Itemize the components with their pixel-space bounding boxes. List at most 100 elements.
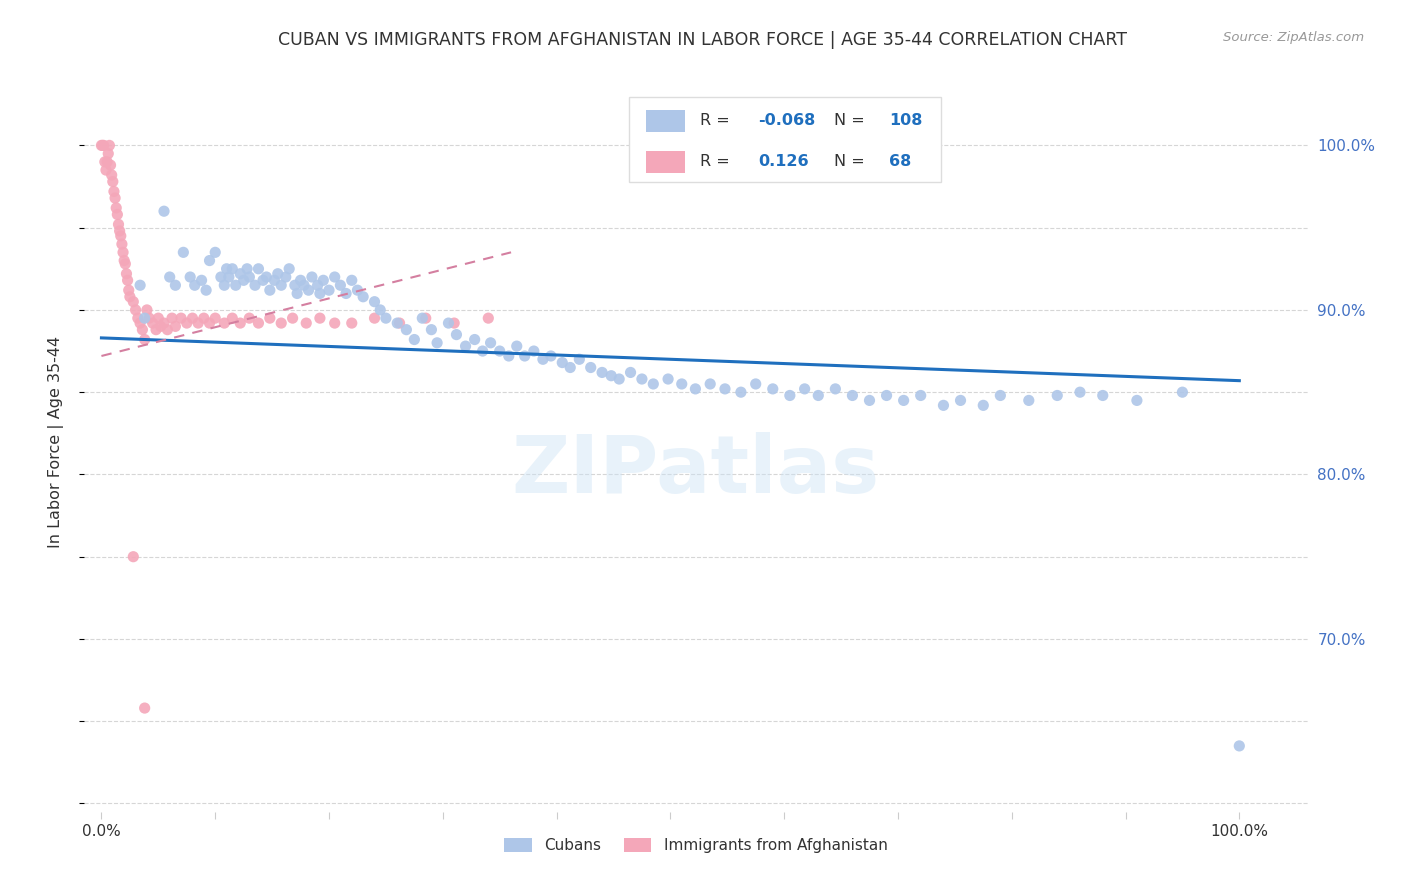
Point — [156, 323, 179, 337]
Point — [159, 270, 181, 285]
Point — [295, 316, 318, 330]
Point — [600, 368, 623, 383]
Point — [172, 245, 194, 260]
Text: R =: R = — [700, 113, 734, 128]
Point — [259, 311, 281, 326]
Point — [479, 335, 502, 350]
Point — [352, 290, 374, 304]
Point — [824, 382, 846, 396]
Point — [118, 283, 141, 297]
Text: 108: 108 — [889, 113, 922, 128]
Point — [215, 261, 238, 276]
Point — [762, 382, 785, 396]
Point — [232, 273, 254, 287]
Point — [284, 278, 307, 293]
Point — [122, 294, 145, 309]
Point — [153, 316, 176, 330]
Point — [190, 273, 212, 287]
Point — [464, 333, 486, 347]
Point — [270, 316, 292, 330]
Point — [100, 168, 122, 182]
Point — [631, 372, 654, 386]
Point — [893, 393, 915, 408]
Point — [1046, 388, 1069, 402]
Point — [932, 398, 955, 412]
Point — [307, 278, 329, 293]
Point — [671, 376, 693, 391]
Point — [274, 270, 297, 285]
Point — [471, 344, 494, 359]
Point — [368, 302, 391, 317]
Point — [218, 270, 240, 285]
Point — [607, 372, 630, 386]
Text: CUBAN VS IMMIGRANTS FROM AFGHANISTAN IN LABOR FORCE | AGE 35-44 CORRELATION CHAR: CUBAN VS IMMIGRANTS FROM AFGHANISTAN IN … — [278, 31, 1128, 49]
Point — [134, 333, 156, 347]
Point — [165, 278, 187, 293]
Point — [112, 245, 135, 260]
Point — [111, 237, 134, 252]
Point — [124, 302, 146, 317]
Point — [91, 138, 114, 153]
Point — [290, 273, 312, 287]
Point — [108, 224, 131, 238]
Point — [129, 316, 152, 330]
Point — [437, 316, 460, 330]
Text: 68: 68 — [889, 154, 911, 169]
Point — [195, 283, 218, 297]
Point — [252, 273, 274, 287]
Point — [531, 352, 554, 367]
Point — [685, 382, 707, 396]
Point — [112, 253, 135, 268]
Point — [506, 339, 529, 353]
Point — [160, 311, 183, 326]
Point — [193, 311, 215, 326]
Point — [793, 382, 815, 396]
Point — [329, 278, 352, 293]
Point — [910, 388, 932, 402]
Point — [285, 286, 308, 301]
Text: -0.068: -0.068 — [758, 113, 815, 128]
Point — [523, 344, 546, 359]
Point — [93, 138, 115, 153]
Point — [972, 398, 994, 412]
Point — [114, 257, 136, 271]
Point — [446, 327, 468, 342]
Point — [131, 323, 153, 337]
Text: N =: N = — [834, 154, 870, 169]
Point — [1018, 393, 1040, 408]
Point — [225, 278, 247, 293]
FancyBboxPatch shape — [645, 151, 685, 173]
Point — [1069, 385, 1091, 400]
Point — [101, 175, 124, 189]
Point — [229, 267, 252, 281]
Point — [221, 261, 243, 276]
Point — [267, 267, 290, 281]
Point — [238, 311, 260, 326]
Point — [138, 311, 160, 326]
Point — [165, 319, 187, 334]
Point — [142, 316, 165, 330]
Point — [247, 261, 270, 276]
Point — [949, 393, 972, 408]
Point — [153, 204, 176, 219]
Point — [105, 201, 128, 215]
Point — [1171, 385, 1194, 400]
Point — [699, 376, 721, 391]
Point — [243, 278, 266, 293]
Point — [454, 339, 477, 353]
Point — [498, 349, 520, 363]
Point — [297, 283, 319, 297]
Point — [488, 344, 510, 359]
Point — [278, 261, 301, 276]
Y-axis label: In Labor Force | Age 35-44: In Labor Force | Age 35-44 — [48, 335, 63, 548]
Point — [335, 286, 357, 301]
Point — [340, 316, 363, 330]
FancyBboxPatch shape — [645, 110, 685, 132]
Point — [395, 323, 418, 337]
Point — [568, 352, 591, 367]
Point — [127, 311, 149, 326]
Point — [181, 311, 204, 326]
Point — [247, 316, 270, 330]
Point — [214, 316, 236, 330]
Text: N =: N = — [834, 113, 870, 128]
